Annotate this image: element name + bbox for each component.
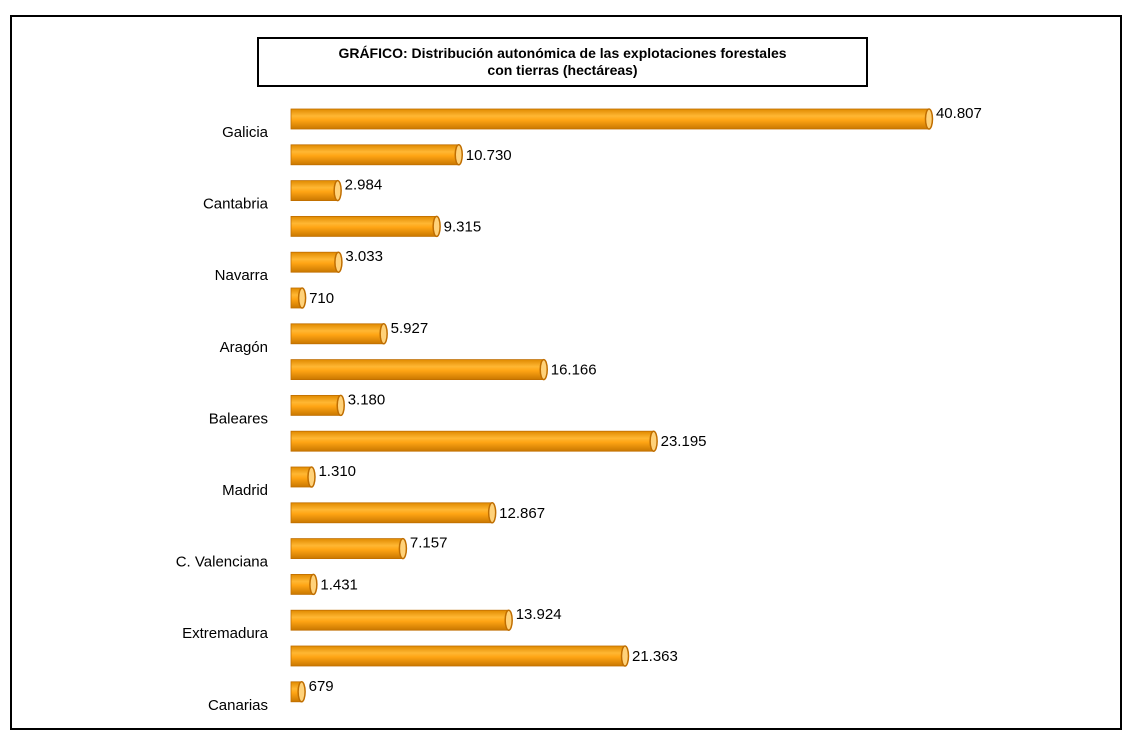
bar <box>290 323 385 345</box>
value-label: 3.033 <box>345 248 383 265</box>
bar-end-cap <box>398 537 408 560</box>
bar <box>290 430 655 452</box>
value-label: 710 <box>309 290 334 307</box>
bar-group <box>290 681 306 703</box>
value-label: 21.363 <box>632 648 678 665</box>
bar-group <box>290 251 343 273</box>
bar-group <box>290 394 345 417</box>
bar <box>290 144 460 166</box>
category-label: Cantabria <box>203 196 269 213</box>
bar-end-cap <box>504 609 513 631</box>
bar-group <box>290 430 658 452</box>
bar-group <box>290 537 408 560</box>
bar <box>290 394 342 416</box>
bar-group <box>290 466 316 488</box>
value-label: 3.180 <box>348 391 386 408</box>
category-label: Navarra <box>215 267 269 284</box>
labels-layer: 40.807 Galicia 10.730 2.984 Cantabria 9.315 3.… <box>176 105 982 714</box>
bar-end-cap <box>924 108 934 130</box>
bar <box>290 180 339 202</box>
bar <box>290 645 626 667</box>
value-label: 9.315 <box>444 218 482 235</box>
value-label: 5.927 <box>391 320 429 337</box>
value-label: 16.166 <box>551 362 597 379</box>
value-label: 23.195 <box>661 433 707 450</box>
bar <box>290 502 493 524</box>
bar-group <box>290 323 388 345</box>
chart-title: GRÁFICO: Distribución autonómica de las … <box>257 37 868 87</box>
bar-group <box>290 144 464 166</box>
bar-group <box>290 358 548 381</box>
value-label: 1.431 <box>320 576 358 593</box>
category-label: Galicia <box>222 124 269 141</box>
category-label: C. Valenciana <box>176 554 269 571</box>
bar-group <box>290 179 342 202</box>
category-label: Baleares <box>209 410 268 427</box>
bar-group <box>290 502 497 524</box>
bar-group <box>290 215 441 238</box>
bar <box>290 108 930 130</box>
bar <box>290 251 339 273</box>
category-label: Extremadura <box>182 625 269 642</box>
chart-title-line-1: GRÁFICO: Distribución autonómica de las … <box>338 45 787 61</box>
bar-end-cap <box>432 215 441 238</box>
bar-end-cap <box>379 323 388 345</box>
value-label: 40.807 <box>936 105 982 122</box>
bar-end-cap <box>487 502 497 524</box>
bar-end-cap <box>307 466 316 488</box>
bar-end-cap <box>334 251 343 273</box>
bar <box>290 215 438 237</box>
bar-end-cap <box>620 645 630 667</box>
bar-end-cap <box>539 358 548 381</box>
value-label: 1.310 <box>318 463 356 480</box>
chart-title-line-2: con tierras (hectáreas) <box>487 62 638 78</box>
value-label: 679 <box>309 678 334 695</box>
category-label: Aragón <box>220 339 268 356</box>
bars-layer <box>290 108 934 703</box>
bar-group <box>290 645 630 667</box>
value-label: 12.867 <box>499 505 545 522</box>
category-label: Canarias <box>208 697 268 714</box>
bar-group <box>290 609 513 631</box>
bar <box>290 609 510 631</box>
category-label: Madrid <box>222 482 268 499</box>
bar <box>290 359 545 381</box>
value-label: 2.984 <box>345 177 383 194</box>
value-label: 13.924 <box>516 606 562 623</box>
bar-end-cap <box>297 681 306 703</box>
bar-end-cap <box>336 394 345 417</box>
bar-end-cap <box>649 430 658 452</box>
bar-group <box>290 108 934 130</box>
chart-frame <box>10 15 1122 730</box>
bar-end-cap <box>309 573 318 596</box>
bar <box>290 538 404 559</box>
value-label: 10.730 <box>466 147 512 164</box>
bar-end-cap <box>297 287 307 309</box>
value-label: 7.157 <box>410 535 448 552</box>
bar-end-cap <box>454 144 464 166</box>
bar-group <box>290 287 307 309</box>
bar-end-cap <box>333 179 342 202</box>
bar-group <box>290 573 318 596</box>
